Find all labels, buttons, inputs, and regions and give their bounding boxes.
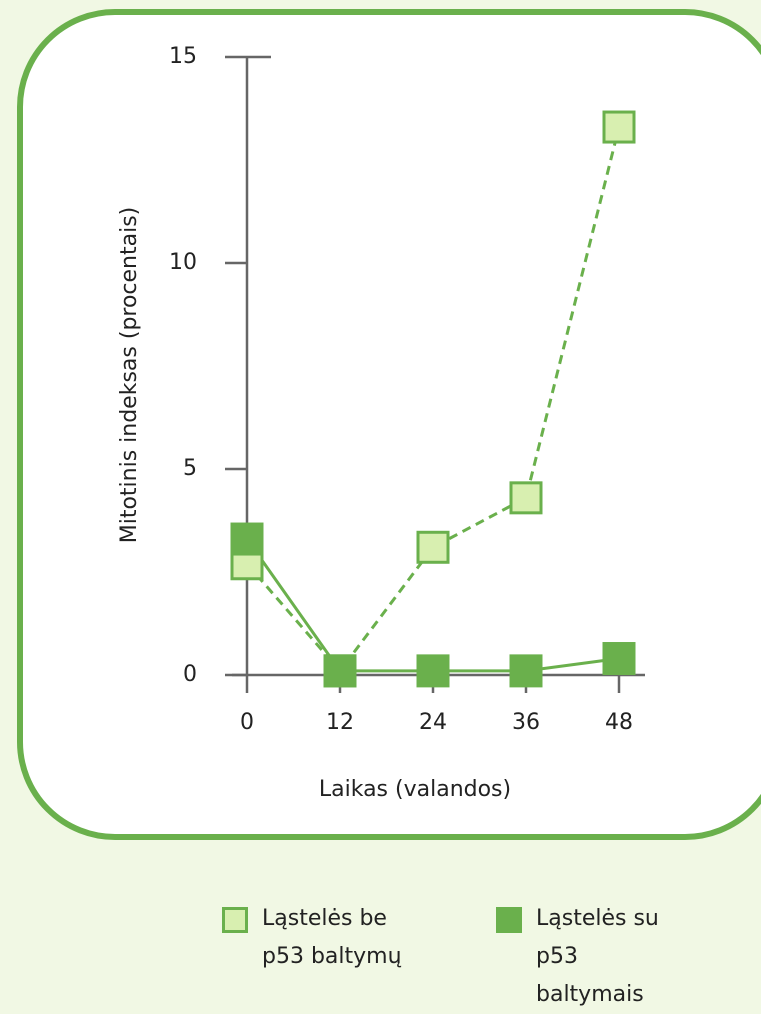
y-tick-label: 10: [169, 250, 197, 275]
series-line: [245, 126, 621, 674]
legend-label: Ląstelės su p53 baltymais: [536, 906, 659, 1007]
y-tick-label: 0: [183, 662, 197, 687]
x-tick-label: 36: [512, 710, 540, 735]
x-tick-label: 12: [326, 710, 354, 735]
y-axis-label: Mitotinis indeksas (procentais): [117, 207, 142, 544]
x-tick-label: 48: [605, 710, 633, 735]
marker: [602, 642, 636, 676]
marker: [602, 110, 636, 144]
x-axis-label: Laikas (valandos): [319, 777, 511, 802]
x-tick-label: 0: [240, 710, 254, 735]
legend-swatch: [222, 907, 248, 933]
y-tick-label: 15: [169, 44, 197, 69]
legend-item: Ląstelės be p53 baltymų: [222, 900, 402, 976]
marker: [509, 481, 543, 515]
legend-item: Ląstelės su p53 baltymais: [496, 900, 676, 1014]
marker: [416, 530, 450, 564]
legend-label: Ląstelės be p53 baltymų: [262, 906, 402, 969]
y-tick-label: 5: [183, 456, 197, 481]
page: {"chart_data": {"type": "line", "x_label…: [17, 9, 761, 1007]
marker: [323, 654, 357, 688]
marker: [509, 654, 543, 688]
marker: [230, 522, 264, 556]
chart-frame: [17, 9, 761, 840]
legend-swatch: [496, 907, 522, 933]
marker: [416, 654, 450, 688]
x-tick-label: 24: [419, 710, 447, 735]
chart: Laikas (valandos) Mitotinis indeksas (pr…: [17, 9, 761, 840]
